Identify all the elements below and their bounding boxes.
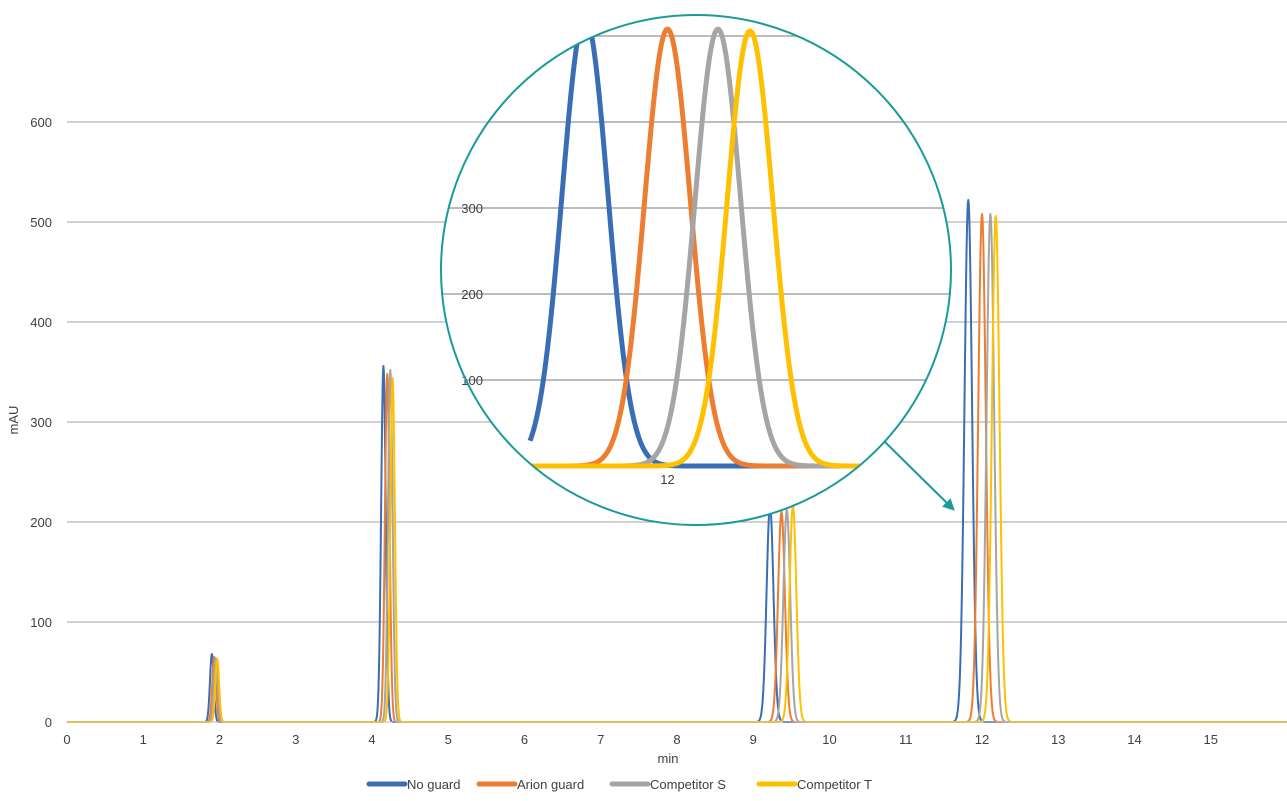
x-tick-label: 4 [368,732,375,747]
inset-y-tick-labels: 100 200 300 [461,201,483,388]
x-tick-label: 11 [899,732,913,747]
x-tick-label: 9 [750,732,757,747]
zoom-inset: 100 200 300 12 [440,14,955,526]
inset-border [440,14,952,526]
x-tick-label: 8 [673,732,680,747]
x-tick-label: 1 [140,732,147,747]
inset-x-tick-label: 12 [660,472,674,487]
y-axis-tick-labels: 0 100 200 300 400 500 600 [30,115,52,730]
x-tick-label: 0 [63,732,70,747]
x-axis-tick-labels: 0 1 2 3 4 5 6 7 8 9 10 11 12 13 14 15 [63,732,1218,747]
x-tick-label: 7 [597,732,604,747]
y-tick-label: 200 [30,515,52,530]
inset-y-tick-label: 100 [461,373,483,388]
legend-label: Arion guard [517,777,584,792]
y-tick-label: 500 [30,215,52,230]
y-tick-label: 0 [45,715,52,730]
x-tick-label: 10 [822,732,836,747]
x-tick-label: 5 [445,732,452,747]
inset-y-tick-label: 300 [461,201,483,216]
legend-label: Competitor S [650,777,726,792]
y-tick-label: 400 [30,315,52,330]
y-tick-label: 300 [30,415,52,430]
x-tick-label: 14 [1127,732,1141,747]
legend-label: No guard [407,777,460,792]
x-tick-label: 2 [216,732,223,747]
y-axis-title: mAU [6,406,21,435]
inset-y-tick-label: 200 [461,287,483,302]
inset-x-tick-labels: 12 [660,472,674,487]
inset-pointer-arrow [884,441,955,511]
y-tick-label: 100 [30,615,52,630]
x-tick-label: 12 [975,732,989,747]
inset-series-line-competitor-t [528,28,862,469]
legend: No guard Arion guard Competitor S Competito… [366,777,872,792]
x-tick-label: 3 [292,732,299,747]
y-tick-label: 600 [30,115,52,130]
legend-label: Competitor T [797,777,872,792]
x-tick-label: 15 [1204,732,1218,747]
x-tick-label: 13 [1051,732,1065,747]
x-tick-label: 6 [521,732,528,747]
x-axis-title: min [658,751,679,766]
